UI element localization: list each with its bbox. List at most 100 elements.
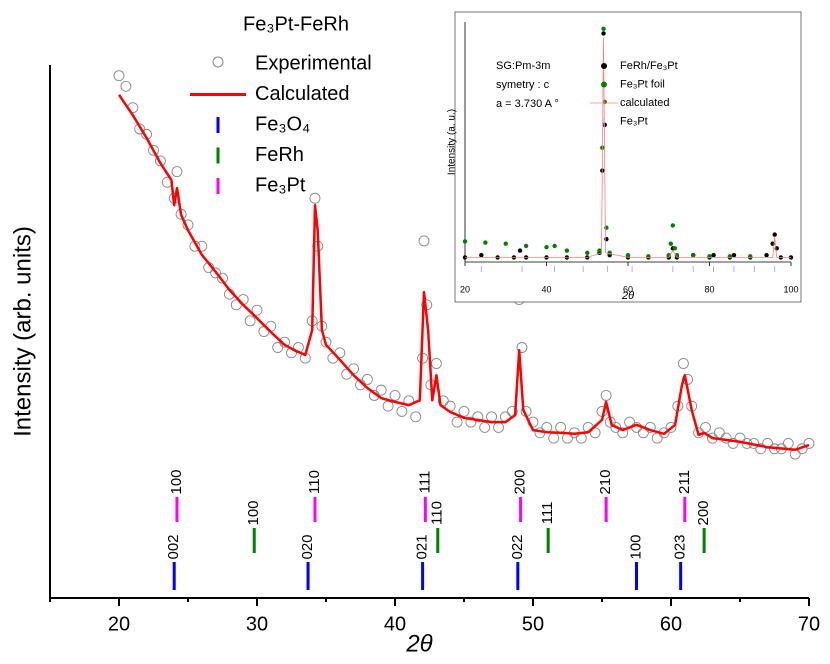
annotation: a = 3.730 A ° <box>496 98 559 110</box>
data-line <box>465 37 791 258</box>
data-point <box>665 421 677 433</box>
data-point <box>309 192 321 204</box>
data-point <box>597 248 602 253</box>
data-point <box>361 374 373 385</box>
legend-label: Fe₃Pt <box>620 115 648 127</box>
data-point <box>668 241 673 246</box>
data-point <box>731 252 737 258</box>
legend-label: Fe₃Pt foil <box>620 78 665 90</box>
reflection-label: 022 <box>509 534 526 559</box>
data-point <box>670 223 676 228</box>
data-point <box>707 254 712 259</box>
data-point <box>251 304 263 316</box>
data-point <box>727 437 739 449</box>
x-tick-label: 60 <box>623 284 633 294</box>
legend-label: calculated <box>620 97 670 109</box>
data-point <box>113 70 125 82</box>
x-tick-label: 60 <box>660 613 682 635</box>
data-point <box>625 252 631 258</box>
chart-title: Fe₃Pt-FeRh <box>243 13 349 35</box>
data-point <box>430 358 442 369</box>
data-point <box>272 342 284 353</box>
legend-label: Calculated <box>255 83 350 105</box>
x-tick-label: 100 <box>783 284 798 294</box>
reflection-label: 210 <box>597 469 614 494</box>
inset-chart: 20 40 60 80 100 2θ Intensity (a. u.) SG:Pm-3m sy… <box>447 11 802 303</box>
data-point <box>375 384 387 396</box>
reflection-label: 021 <box>414 534 431 559</box>
reflection-label: 111 <box>539 502 556 525</box>
data-point <box>462 239 468 244</box>
main-chart: 20 30 40 50 60 70 2θ Intensity (arb. units) Fe₃P… <box>9 13 820 657</box>
data-point <box>171 166 183 178</box>
data-point <box>713 427 725 439</box>
data-point <box>755 443 767 455</box>
data-point <box>410 411 422 423</box>
legend-marker <box>212 56 224 68</box>
data-point <box>479 252 484 258</box>
x-tick-label: 20 <box>108 613 130 635</box>
legend-label: Fe₃Pt <box>255 174 306 196</box>
data-point <box>230 299 242 311</box>
data-point <box>217 272 228 284</box>
data-point <box>734 432 746 444</box>
data-point <box>764 252 769 258</box>
data-point <box>503 241 508 246</box>
data-point <box>803 437 815 449</box>
data-point <box>601 26 606 32</box>
data-point <box>382 400 394 412</box>
legend-label: FeRh <box>255 144 304 166</box>
reflection-label: 100 <box>168 469 185 494</box>
data-point <box>320 336 332 348</box>
data-point <box>148 144 159 156</box>
legend-label: Fe₃O₄ <box>255 113 310 135</box>
reflection-label: 002 <box>165 534 182 559</box>
data-point <box>517 248 523 253</box>
reflection-label: 023 <box>672 534 689 559</box>
data-point <box>610 421 622 433</box>
x-tick-label: 40 <box>541 284 551 294</box>
data-point <box>552 243 557 249</box>
data-point <box>555 421 567 433</box>
data-point <box>483 240 488 245</box>
data-point <box>774 246 779 251</box>
data-point <box>782 437 794 449</box>
data-point <box>154 155 166 167</box>
data-point <box>458 406 470 417</box>
data-point <box>493 421 504 433</box>
y-axis-label: Intensity (arb. units) <box>9 226 36 437</box>
data-point <box>602 122 607 128</box>
x-axis-label: 2θ <box>405 630 432 657</box>
data-point <box>544 244 549 250</box>
data-point <box>727 254 733 259</box>
data-point <box>691 252 696 258</box>
data-point <box>617 427 629 439</box>
annotation: symetry : c <box>496 79 550 91</box>
reflection-label: 110 <box>306 470 323 494</box>
data-point <box>210 267 222 279</box>
x-tick-label: 20 <box>460 284 470 294</box>
data-point <box>479 421 491 433</box>
annotation: SG:Pm-3m <box>496 60 550 72</box>
data-point <box>604 236 609 242</box>
reflection-label: 200 <box>695 500 712 525</box>
data-point <box>564 248 570 253</box>
data-point <box>472 411 484 423</box>
data-point <box>523 243 529 249</box>
data-line <box>117 94 810 452</box>
legend-label: FeRh/Fe₃Pt <box>620 60 678 72</box>
reflection-label: 100 <box>627 534 644 559</box>
legend-marker <box>601 81 607 88</box>
data-point <box>486 411 498 423</box>
y-axis-label: Intensity (a. u.) <box>447 109 458 175</box>
data-point <box>677 358 689 369</box>
data-point <box>279 336 291 348</box>
data-point <box>651 432 663 444</box>
data-point <box>134 123 146 135</box>
legend-label: Experimental <box>255 52 372 74</box>
data-point <box>516 342 528 353</box>
reflection-label: 100 <box>245 500 262 525</box>
data-point <box>465 416 477 428</box>
x-tick-label: 50 <box>522 613 544 635</box>
